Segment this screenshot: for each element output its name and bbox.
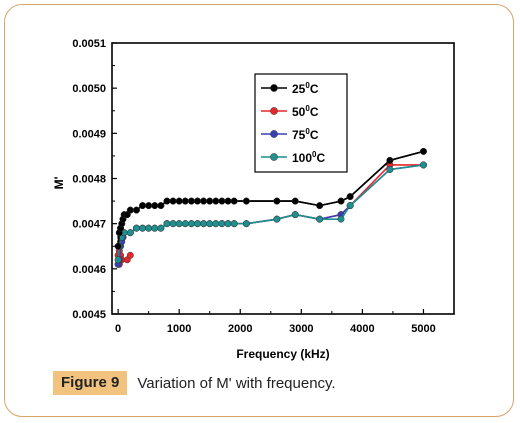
legend-box (254, 73, 348, 173)
data-point (139, 224, 146, 232)
data-point (212, 220, 220, 228)
data-point (181, 220, 189, 228)
data-point (187, 197, 195, 205)
legend-marker (270, 107, 278, 115)
data-point (132, 224, 140, 232)
data-point (206, 220, 214, 228)
data-point (224, 220, 232, 228)
figure-label: Figure 9 (53, 371, 128, 395)
y-axis-label: M' (52, 176, 66, 189)
series-line-1 (117, 164, 424, 256)
data-point (291, 211, 299, 219)
data-point (316, 215, 324, 223)
data-point (175, 197, 183, 205)
data-point (242, 220, 250, 228)
data-point (151, 224, 159, 232)
legend-marker (270, 130, 278, 138)
y-tick-label: 0.0049 (72, 128, 106, 140)
data-point (230, 197, 238, 205)
data-point (126, 229, 134, 237)
x-tick-label: 4000 (350, 323, 374, 335)
figure-card (4, 4, 514, 417)
data-point (126, 251, 134, 259)
data-point (212, 197, 220, 205)
data-point (420, 161, 427, 169)
x-axis-label: Frequency (kHz) (236, 347, 329, 361)
x-tick-label: 3000 (289, 323, 313, 335)
data-point (273, 197, 281, 205)
data-point (337, 215, 345, 223)
data-point (337, 197, 345, 205)
data-point (291, 197, 299, 205)
x-tick-label: 1000 (167, 323, 191, 335)
legend-label: 750C (292, 127, 319, 142)
data-point (316, 202, 324, 210)
data-point (114, 256, 122, 264)
y-tick-label: 0.0051 (72, 38, 106, 50)
y-tick-label: 0.0045 (72, 309, 106, 321)
data-point (163, 197, 171, 205)
series-line-3 (117, 164, 424, 260)
data-point (194, 220, 201, 228)
data-point (145, 202, 153, 210)
data-point (126, 206, 134, 214)
legend-label: 1000C (292, 150, 325, 165)
legend: 250C 500C 750C 1000C (254, 73, 348, 173)
data-point (386, 166, 394, 173)
data-point (145, 224, 153, 232)
legend-marker (270, 153, 278, 161)
data-point (206, 197, 214, 205)
data-point (218, 220, 226, 228)
data-point (273, 215, 281, 223)
data-point (346, 193, 354, 201)
data-point (175, 220, 183, 228)
data-point (181, 197, 189, 205)
y-tick-label: 0.0050 (72, 83, 106, 95)
data-point (200, 220, 208, 228)
data-point (194, 197, 201, 205)
data-point (420, 147, 427, 155)
legend-marker (270, 84, 278, 92)
y-tick-label: 0.0048 (72, 174, 106, 186)
y-tick-label: 0.0046 (72, 264, 106, 276)
data-point (224, 197, 232, 205)
legend-label: 500C (292, 104, 319, 119)
data-point (132, 206, 140, 214)
data-point (114, 242, 122, 250)
x-tick-label: 2000 (228, 323, 252, 335)
legend-label: 250C (292, 81, 319, 96)
data-point (386, 156, 394, 164)
figure-caption-text: Variation of M' with frequency. (137, 374, 336, 392)
data-point (346, 202, 354, 210)
data-point (139, 202, 146, 210)
y-tick-label: 0.0047 (72, 219, 106, 231)
data-point (200, 197, 208, 205)
data-point (157, 224, 165, 232)
figure-caption: Figure 9 Variation of M' with frequency. (53, 370, 336, 396)
data-point (230, 220, 238, 228)
data-point (157, 202, 165, 210)
data-point (187, 220, 195, 228)
data-point (169, 220, 177, 228)
data-point (163, 220, 171, 228)
data-point (242, 197, 250, 205)
data-point (169, 197, 177, 205)
data-point (218, 197, 226, 205)
x-tick-label: 5000 (411, 323, 435, 335)
data-point (151, 202, 159, 210)
x-tick-label: 0 (115, 323, 121, 335)
